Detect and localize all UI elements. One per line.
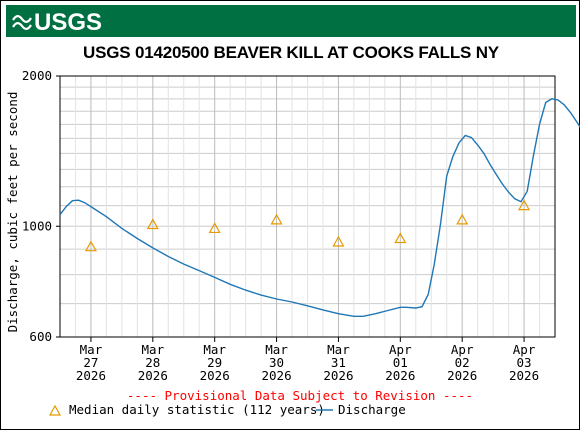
median-point — [208, 222, 221, 234]
x-tick-label: Apr — [451, 342, 474, 357]
marks — [59, 98, 580, 317]
median-point — [518, 199, 531, 211]
logo-text: USGS — [34, 9, 102, 34]
x-tick-label: Mar — [80, 342, 103, 357]
median-point — [456, 213, 469, 225]
x-tick-label: Mar — [265, 342, 288, 357]
x-tick-label: 01 — [393, 355, 408, 370]
chart-title: USGS 01420500 BEAVER KILL AT COOKS FALLS… — [83, 43, 499, 62]
y-axis-label: Discharge, cubic feet per second — [5, 92, 20, 333]
x-tick-label: 2026 — [447, 368, 477, 383]
x-tick-label: 28 — [145, 355, 160, 370]
y-tick-label: 1000 — [22, 218, 52, 233]
y-tick-label: 600 — [29, 329, 52, 344]
provisional-note: ---- Provisional Data Subject to Revisio… — [127, 388, 473, 403]
grid — [60, 75, 555, 338]
x-tick-label: 31 — [331, 355, 346, 370]
median-point — [146, 218, 159, 230]
legend-triangle-icon — [48, 404, 62, 416]
usgs-logo: USGS — [12, 9, 102, 34]
usgs-banner: USGS — [6, 5, 576, 37]
plot-frame — [59, 75, 556, 338]
axes: 60010002000Mar272026Mar282026Mar292026Ma… — [22, 68, 556, 383]
x-tick-label: Mar — [327, 342, 350, 357]
x-tick-label: Mar — [142, 342, 165, 357]
x-tick-label: 03 — [517, 355, 532, 370]
median-point — [84, 240, 97, 252]
x-tick-label: Apr — [389, 342, 412, 357]
x-tick-label: 29 — [207, 355, 222, 370]
x-tick-label: 2026 — [200, 368, 230, 383]
median-point — [332, 235, 345, 247]
y-tick-label: 2000 — [22, 68, 52, 83]
discharge-line — [59, 98, 580, 317]
legend-median-label: Median daily statistic (112 years) — [69, 402, 325, 417]
x-tick-label: Mar — [203, 342, 226, 357]
x-tick-label: 2026 — [385, 368, 415, 383]
x-tick-label: 30 — [269, 355, 284, 370]
median-point — [394, 232, 407, 244]
x-tick-label: 2026 — [138, 368, 168, 383]
x-tick-label: 02 — [455, 355, 470, 370]
x-tick-label: 2026 — [323, 368, 353, 383]
x-tick-label: 2026 — [76, 368, 106, 383]
x-tick-label: 2026 — [262, 368, 292, 383]
median-point — [270, 213, 283, 225]
x-tick-label: 27 — [83, 355, 98, 370]
x-tick-label: Apr — [513, 342, 536, 357]
legend-discharge-label: Discharge — [338, 402, 406, 417]
legend: Median daily statistic (112 years) Disch… — [48, 402, 406, 417]
x-tick-label: 2026 — [509, 368, 539, 383]
